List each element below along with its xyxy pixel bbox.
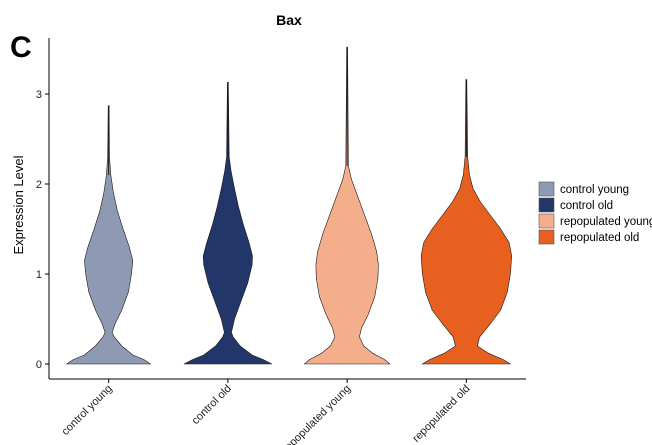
x-tick-label: repopulated young bbox=[280, 383, 353, 445]
legend-swatch-repopulated-young bbox=[538, 213, 555, 229]
legend-swatch-control-young bbox=[538, 181, 555, 197]
panel-label: C bbox=[10, 31, 32, 64]
legend-label-repopulated-old: repopulated old bbox=[560, 232, 639, 244]
chart-title: Bax bbox=[276, 12, 302, 28]
x-tick-label: repopulated old bbox=[410, 383, 472, 445]
legend: control young control old repopulated youn… bbox=[538, 181, 652, 245]
x-tick-label: control young bbox=[60, 383, 115, 438]
y-tick-label: 2 bbox=[36, 179, 42, 191]
y-tick-label: 0 bbox=[36, 359, 42, 371]
violin-group bbox=[65, 46, 513, 365]
legend-label-repopulated-young: repopulated young bbox=[560, 216, 652, 228]
y-tick-label: 1 bbox=[36, 269, 42, 281]
legend-label-control-old: control old bbox=[560, 200, 613, 212]
y-axis-title: Expression Level bbox=[11, 155, 26, 254]
legend-swatch-control-old bbox=[538, 197, 555, 213]
legend-swatch-repopulated-old bbox=[538, 229, 555, 245]
legend-label-control-young: control young bbox=[560, 184, 629, 196]
y-tick-label: 3 bbox=[36, 89, 42, 101]
x-tick-label: control old bbox=[190, 383, 234, 427]
